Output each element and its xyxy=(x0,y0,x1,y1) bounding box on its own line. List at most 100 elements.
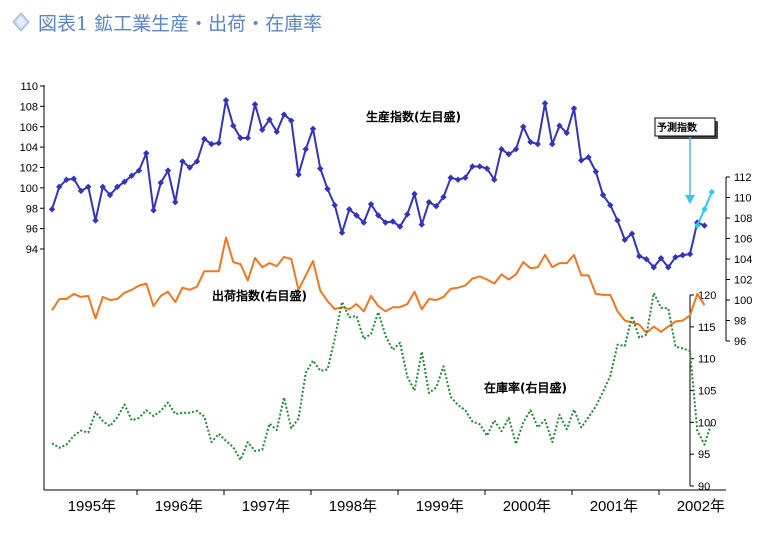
shipments-tick-label: 100 xyxy=(734,295,752,307)
series-point-0 xyxy=(346,206,353,213)
series-point-0 xyxy=(411,190,418,198)
series-point-0 xyxy=(621,236,628,244)
series-point-0 xyxy=(512,145,520,153)
series-line-0 xyxy=(51,99,705,269)
shipments-tick-label: 112 xyxy=(734,172,752,184)
series-point-0 xyxy=(353,212,360,219)
inventory-tick-label: 95 xyxy=(698,449,710,461)
series-point-0 xyxy=(302,145,309,153)
series-point-0 xyxy=(259,126,266,134)
series-point-0 xyxy=(273,128,280,136)
series-point-0 xyxy=(614,217,621,224)
series-point-0 xyxy=(244,134,251,142)
series-point-0 xyxy=(99,183,106,191)
series-point-0 xyxy=(657,254,665,262)
x-tick-label: 2000年 xyxy=(503,498,551,515)
production-tick-label: 100 xyxy=(20,183,38,195)
series-point-0 xyxy=(193,158,201,165)
inventory-tick-label: 90 xyxy=(698,481,710,493)
series-point-0 xyxy=(208,140,215,148)
x-tick-label: 2001年 xyxy=(590,498,638,515)
series-point-0 xyxy=(201,135,208,143)
shipments-tick-label: 106 xyxy=(734,234,752,246)
series-point-0 xyxy=(295,171,302,178)
inventory-tick-label: 105 xyxy=(698,386,716,398)
series-point-0 xyxy=(157,179,164,186)
series-point-0 xyxy=(121,178,128,185)
series-point-0 xyxy=(599,191,607,199)
series-point-0 xyxy=(309,125,317,132)
shipment-series-label: 出荷指数(右目盛) xyxy=(212,288,307,303)
production-tick-label: 94 xyxy=(26,244,38,256)
series-point-1 xyxy=(694,222,701,229)
shipments-tick-label: 98 xyxy=(734,316,746,328)
production-tick-label: 104 xyxy=(20,142,38,154)
production-axis: 94 96 98 100 102 104 106 108 110 xyxy=(20,81,45,256)
shipments-tick-label: 102 xyxy=(734,275,752,287)
series-point-0 xyxy=(592,168,599,175)
series-point-0 xyxy=(425,198,433,206)
x-tick-label: 1998年 xyxy=(329,498,377,515)
series-point-0 xyxy=(643,255,650,263)
shipments-tick-label: 108 xyxy=(734,213,752,225)
series-point-0 xyxy=(534,140,541,148)
production-tick-label: 96 xyxy=(26,224,38,236)
series-point-0 xyxy=(585,154,592,161)
series-point-0 xyxy=(48,206,56,213)
x-tick-label: 1995年 xyxy=(68,498,116,515)
series-point-0 xyxy=(636,252,643,260)
shipments-tick-label: 96 xyxy=(734,336,746,348)
forecast-label: 予測指数 xyxy=(657,121,698,134)
series-point-0 xyxy=(288,117,295,124)
series-point-1 xyxy=(708,188,715,196)
production-tick-label: 106 xyxy=(20,122,38,134)
series-point-0 xyxy=(324,185,331,193)
series-point-0 xyxy=(498,145,505,153)
series-point-0 xyxy=(338,229,346,236)
series-line-2 xyxy=(51,236,706,334)
series-point-0 xyxy=(85,183,92,191)
inventory-tick-label: 120 xyxy=(698,290,716,302)
shipment-axis: 96 98 100 102 104 106 108 110 112 xyxy=(725,172,752,348)
series-point-0 xyxy=(686,250,694,258)
series-point-0 xyxy=(331,201,338,209)
series-point-0 xyxy=(56,183,63,191)
series-point-0 xyxy=(164,167,172,174)
series-layer xyxy=(48,97,715,461)
series-point-0 xyxy=(396,223,404,230)
chart-title-group: 図表1 鉱工業生産・出荷・在庫率 xyxy=(12,12,322,35)
series-point-0 xyxy=(556,122,563,129)
x-tick-label: 2002年 xyxy=(677,498,725,515)
series-point-0 xyxy=(114,183,121,191)
forecast-callout: 予測指数 xyxy=(654,117,718,204)
series-point-0 xyxy=(266,116,273,123)
series-point-0 xyxy=(222,97,230,104)
series-point-0 xyxy=(143,150,150,157)
series-point-0 xyxy=(70,175,77,182)
production-series-label: 生産指数(左目盛) xyxy=(366,109,461,124)
series-point-0 xyxy=(418,221,425,228)
x-tick-label: 1999年 xyxy=(416,498,464,515)
series-point-0 xyxy=(135,167,143,174)
series-point-0 xyxy=(215,139,222,147)
shipments-tick-label: 104 xyxy=(734,254,752,266)
series-point-0 xyxy=(92,217,99,224)
series-point-0 xyxy=(679,251,686,259)
series-point-0 xyxy=(63,176,70,183)
series-point-0 xyxy=(469,163,476,170)
series-point-0 xyxy=(367,200,375,208)
series-point-0 xyxy=(701,222,708,229)
forecast-arrow-head xyxy=(685,195,695,204)
production-tick-label: 108 xyxy=(20,101,38,113)
series-point-0 xyxy=(570,105,578,112)
series-point-0 xyxy=(491,176,498,183)
series-point-0 xyxy=(186,164,193,171)
inventory-series-label: 在庫率(右目盛) xyxy=(484,380,567,395)
series-point-0 xyxy=(77,187,85,195)
series-point-0 xyxy=(520,123,527,130)
production-tick-label: 98 xyxy=(26,203,38,215)
series-point-0 xyxy=(360,219,367,226)
series-point-0 xyxy=(462,174,469,181)
series-point-0 xyxy=(150,207,157,214)
series-point-0 xyxy=(476,163,483,170)
